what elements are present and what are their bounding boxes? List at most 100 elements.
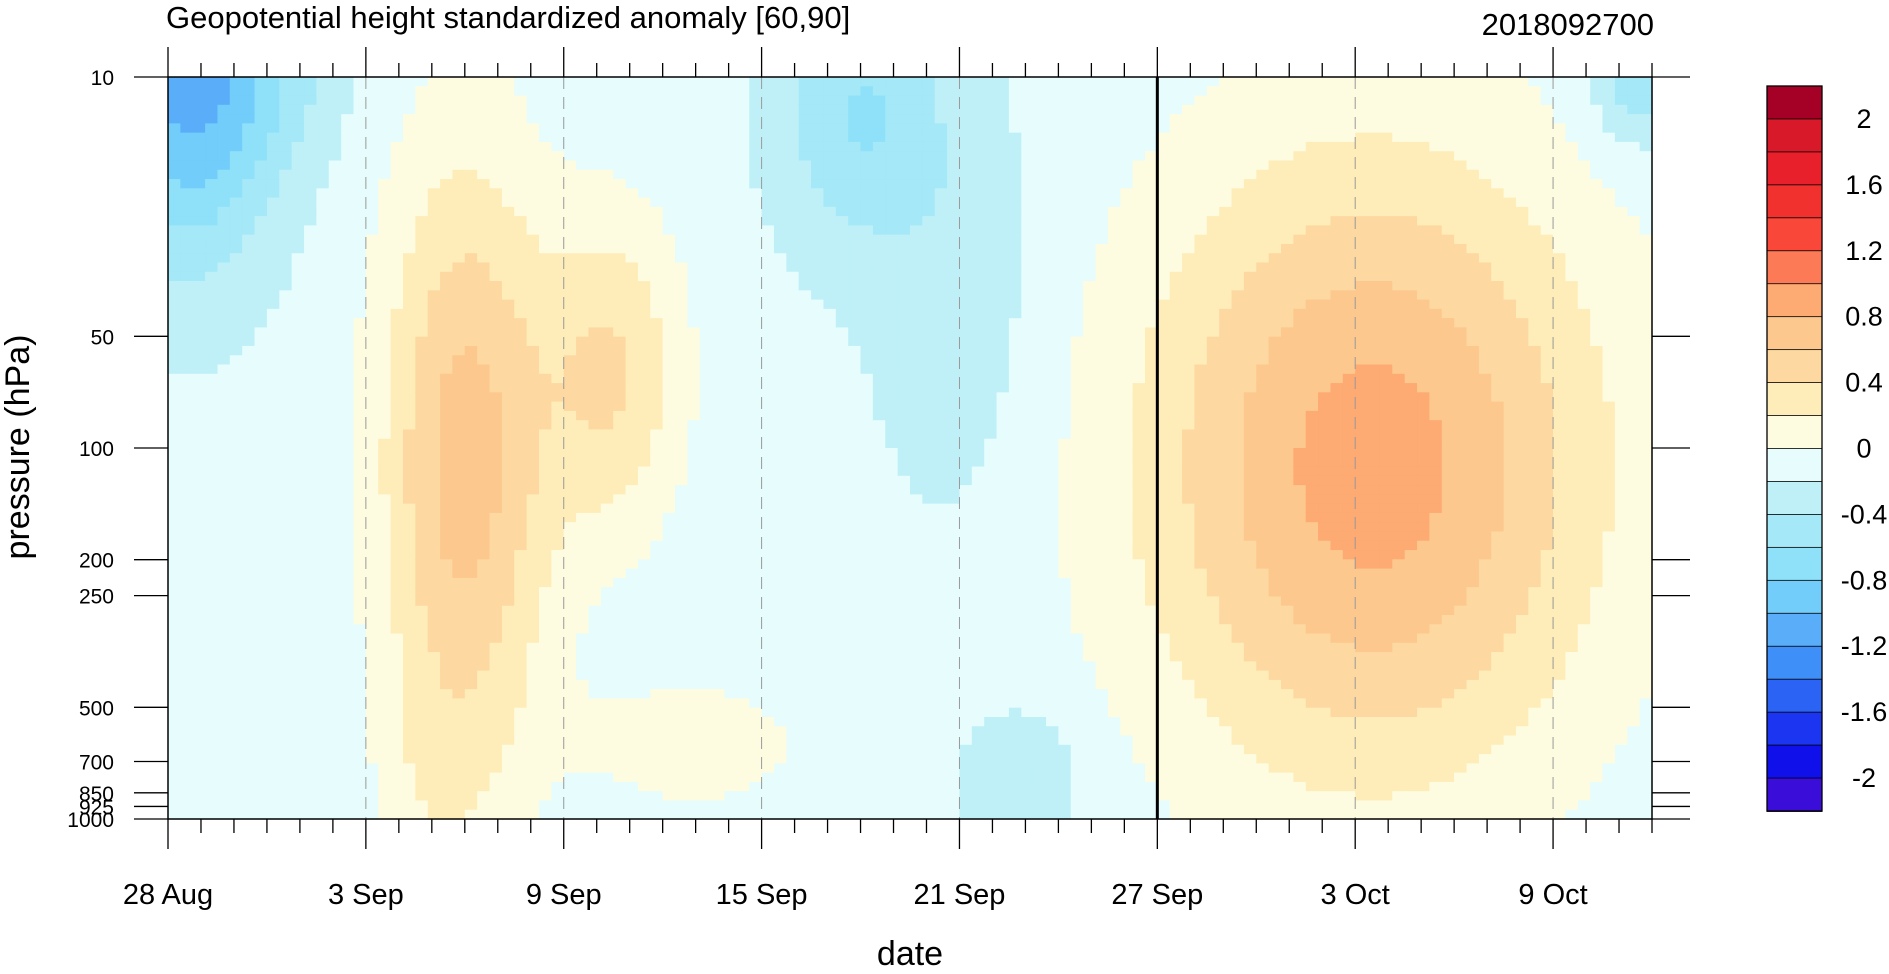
contour-cell [279,290,293,301]
contour-cell [477,132,491,143]
contour-cell [192,512,206,523]
contour-cell [749,77,763,87]
contour-cell [761,559,775,570]
contour-cell [823,550,837,560]
contour-cell [440,151,454,162]
contour-cell [786,216,800,227]
contour-cell [254,503,268,514]
contour-cell [365,661,379,672]
contour-cell [501,95,515,106]
contour-cell [798,114,812,124]
contour-cell [539,401,552,412]
contour-cell [625,225,639,236]
contour-cell [872,614,886,625]
contour-cell [798,503,812,514]
contour-cell [217,754,231,764]
contour-cell [637,169,651,180]
contour-cell [551,763,565,774]
contour-cell [217,281,231,291]
contour-cell [860,475,874,486]
contour-cell [205,522,219,533]
contour-cell [489,624,503,635]
contour-cell [180,716,194,727]
contour-cell [811,485,825,495]
contour-cell [761,614,775,625]
contour-cell [464,485,478,495]
contour-cell [600,114,614,124]
contour-cell [341,77,355,87]
contour-cell [811,179,825,189]
contour-cell [501,169,515,180]
contour-cell [823,308,837,319]
contour-cell [217,327,231,338]
contour-cell [724,707,738,718]
contour-cell [192,624,206,635]
contour-cell [452,577,466,588]
contour-cell [650,364,664,375]
contour-cell [477,318,491,329]
contour-cell [279,123,293,134]
contour-cell [613,327,627,338]
contour-cell [180,577,194,588]
contour-cell [539,290,552,301]
contour-cell [773,355,787,366]
contour-cell [514,661,528,672]
contour-cell [551,290,565,301]
contour-cell [687,512,701,523]
contour-cell [501,132,515,143]
contour-cell [501,77,515,87]
contour-cell [440,243,454,254]
contour-cell [440,577,454,588]
contour-cell [749,679,763,690]
contour-cell [576,373,590,384]
contour-cell [526,216,540,227]
contour-cell [625,809,639,820]
contour-cell [811,494,825,505]
contour-cell [897,485,911,495]
contour-cell [712,160,726,171]
contour-cell [168,642,181,653]
contour-cell [427,364,441,375]
contour-cell [365,188,379,199]
contour-cell [576,86,590,97]
contour-cell [699,652,713,662]
contour-cell [786,364,800,375]
contour-cell [341,735,355,746]
contour-cell [576,540,590,551]
contour-cell [440,114,454,124]
contour-cell [563,781,577,792]
contour-cell [279,206,293,217]
contour-cell [316,151,330,162]
contour-cell [637,160,651,171]
contour-cell [761,123,775,134]
contour-cell [922,410,936,421]
contour-cell [316,123,330,134]
contour-cell [761,197,775,208]
contour-cell [341,104,355,115]
contour-cell [514,466,528,477]
contour-cell [365,243,379,254]
contour-cell [600,151,614,162]
contour-cell [180,512,194,523]
contour-cell [353,661,367,672]
contour-cell [452,77,466,87]
contour-cell [415,531,429,542]
contour-cell [662,577,676,588]
contour-cell [563,373,577,384]
contour-cell [353,290,367,301]
contour-cell [675,614,688,625]
contour-cell [835,336,849,347]
contour-cell [736,596,750,607]
contour-cell [761,271,775,282]
contour-cell [304,355,317,366]
contour-cell [526,568,540,579]
contour-cell [823,151,837,162]
contour-cell [712,95,726,106]
contour-cell [811,169,825,180]
contour-cell [501,151,515,162]
contour-cell [539,383,552,393]
contour-cell [353,503,367,514]
contour-cell [353,744,367,755]
contour-cell [427,614,441,625]
contour-cell [823,271,837,282]
